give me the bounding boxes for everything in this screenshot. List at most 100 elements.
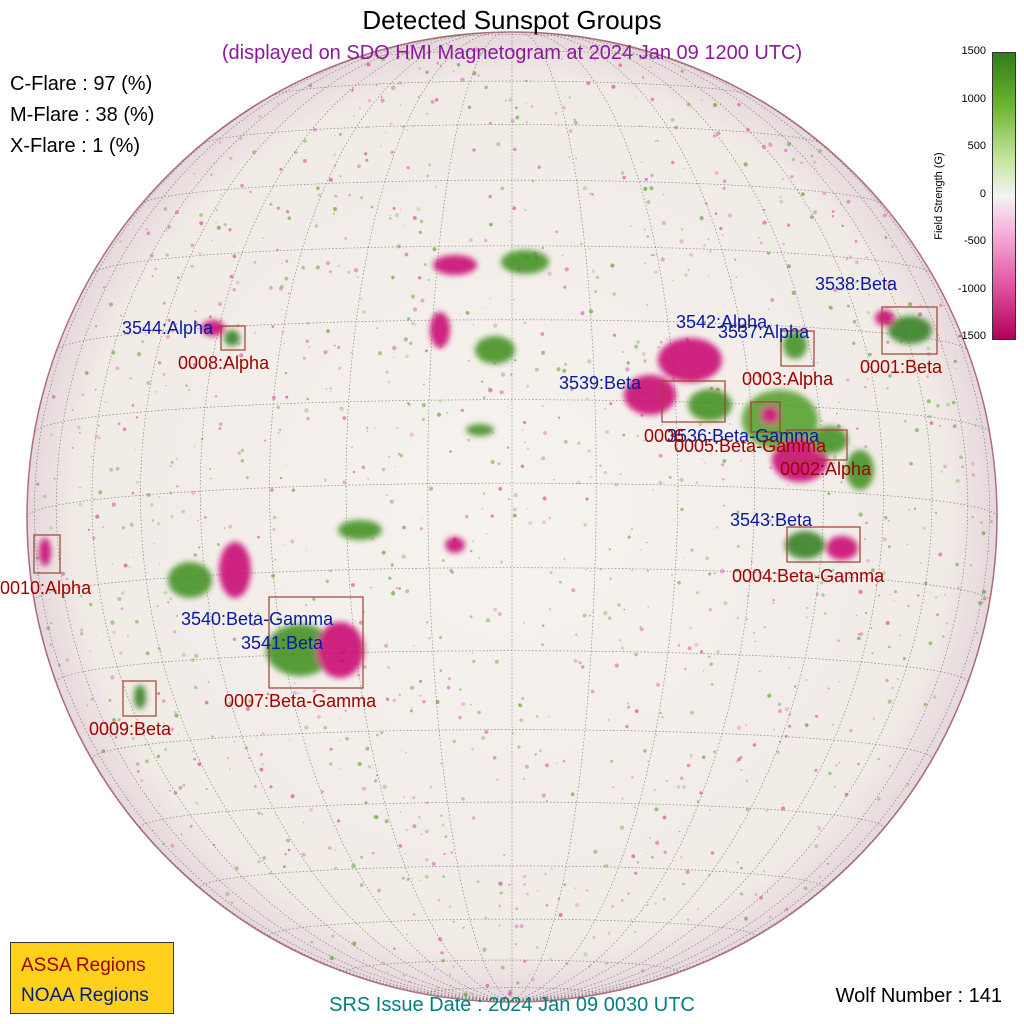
magnetic-speckle: [108, 302, 113, 307]
region-box-0005[interactable]: [750, 401, 781, 433]
magnetic-speckle: [788, 667, 791, 669]
magnetic-speckle: [660, 424, 663, 427]
magnetic-speckle: [407, 317, 410, 321]
magnetic-speckle: [523, 959, 527, 963]
magnetic-speckle: [362, 786, 367, 791]
magnetic-speckle: [364, 801, 368, 805]
magnetic-speckle: [826, 254, 829, 256]
magnetic-speckle: [293, 150, 297, 154]
magnetic-speckle: [176, 615, 178, 617]
magnetic-speckle: [871, 568, 875, 573]
magnetic-speckle: [334, 866, 338, 870]
magnetic-speckle: [374, 779, 378, 783]
magnetic-speckle: [591, 610, 594, 613]
magnetic-speckle: [695, 591, 699, 595]
magnetic-speckle: [409, 341, 413, 345]
magnetic-speckle: [498, 924, 501, 927]
region-box-0001[interactable]: [881, 306, 938, 355]
magnetic-speckle: [786, 264, 792, 269]
magnetic-speckle: [682, 168, 685, 170]
magnetic-speckle: [247, 756, 250, 760]
magnetic-speckle: [433, 968, 436, 971]
magnetic-speckle: [655, 254, 658, 257]
magnetic-speckle: [635, 84, 638, 86]
magnetic-speckle: [778, 517, 782, 521]
region-box-0008[interactable]: [220, 325, 246, 351]
magnetic-speckle: [396, 426, 399, 429]
magnetic-speckle: [782, 242, 785, 246]
magnetic-speckle: [520, 464, 525, 468]
magnetic-speckle: [656, 682, 660, 687]
magnetic-speckle: [709, 662, 713, 666]
region-box-0010[interactable]: [33, 534, 61, 574]
magnetic-speckle: [887, 545, 891, 549]
magnetic-speckle: [518, 703, 521, 706]
magnetic-speckle: [283, 342, 285, 345]
magnetic-speckle: [640, 161, 642, 163]
magnetic-speckle: [50, 622, 53, 625]
magnetic-speckle: [462, 926, 465, 929]
region-box-0002[interactable]: [786, 429, 848, 461]
magnetic-speckle: [644, 177, 648, 181]
magnetic-speckle: [784, 734, 788, 738]
magnetic-speckle: [402, 974, 405, 977]
magnetic-speckle: [342, 480, 347, 485]
magnetic-speckle: [881, 571, 886, 576]
magnetic-speckle: [292, 690, 298, 696]
magnetic-speckle: [198, 252, 202, 256]
magnetic-speckle: [317, 715, 321, 719]
magnetic-speckle: [428, 163, 432, 167]
magnetic-speckle: [510, 119, 515, 123]
magnetic-speckle: [562, 105, 566, 110]
magnetic-speckle: [541, 643, 544, 647]
colorbar-tick: 1500: [961, 45, 986, 57]
magnetic-speckle: [902, 656, 907, 661]
magnetic-speckle: [380, 731, 383, 735]
magnetic-speckle: [94, 434, 99, 439]
region-box-0009[interactable]: [122, 680, 157, 717]
magnetic-speckle: [485, 983, 490, 988]
magnetic-speckle: [791, 157, 796, 162]
magnetic-speckle: [722, 459, 727, 463]
magnetic-speckle: [736, 725, 742, 730]
colorbar-tick: 500: [967, 140, 986, 152]
magnetic-speckle: [804, 723, 809, 727]
magnetic-speckle: [614, 483, 618, 487]
magnetic-speckle: [269, 872, 272, 875]
magnetic-speckle: [539, 749, 542, 753]
magnetic-speckle: [291, 488, 296, 492]
magnetic-speckle: [634, 709, 639, 713]
magnetic-speckle: [565, 962, 569, 966]
magnetic-speckle: [503, 854, 506, 857]
region-box-0003[interactable]: [780, 330, 815, 367]
magnetic-speckle: [772, 728, 775, 731]
magnetic-speckle: [199, 213, 203, 217]
magnetic-speckle: [167, 318, 171, 322]
region-box-0007[interactable]: [268, 596, 364, 689]
magnetic-speckle: [639, 625, 641, 628]
magnetic-speckle: [398, 587, 401, 590]
region-box-0004[interactable]: [786, 526, 861, 563]
magnetic-speckle: [175, 323, 178, 326]
magnetic-speckle: [508, 97, 513, 103]
magnetic-speckle: [357, 164, 361, 169]
magnetic-speckle: [896, 677, 899, 681]
magnetic-speckle: [588, 964, 591, 968]
grid-line: [511, 516, 997, 1002]
noaa-labels: 3544:Alpha 3542:Alpha 3537:Alpha 3538:Be…: [122, 274, 898, 653]
magnetic-speckle: [814, 844, 819, 849]
magnetic-speckle: [361, 465, 366, 470]
region-box-0006[interactable]: [661, 380, 726, 423]
magnetic-speckle: [146, 493, 151, 497]
magnetic-speckle: [709, 249, 712, 253]
magnetic-speckle: [207, 681, 210, 683]
magnetic-speckle: [366, 126, 369, 129]
magnetic-speckle: [471, 816, 476, 820]
magnetic-speckle: [135, 416, 139, 419]
magnetic-speckle: [689, 626, 692, 630]
magnetic-speckle: [194, 321, 199, 325]
magnetic-speckle: [952, 424, 957, 429]
magnetic-speckle: [956, 586, 961, 590]
magnetic-speckle: [323, 726, 327, 730]
magnetic-speckle: [832, 461, 836, 464]
